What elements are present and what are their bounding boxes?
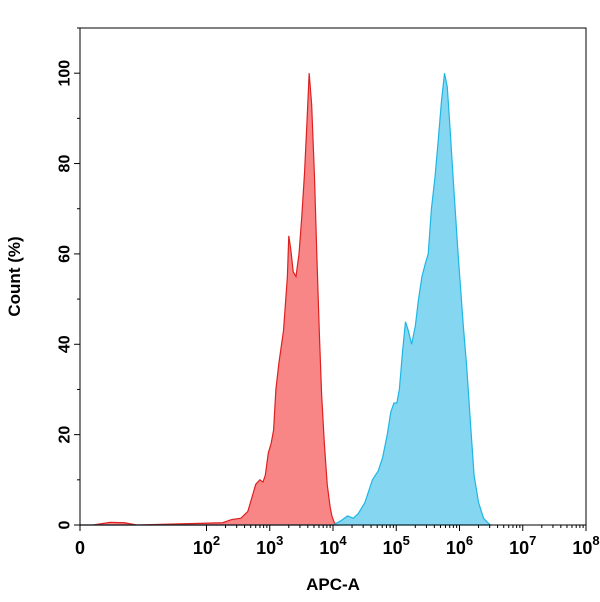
x-tick-label: 108 [572, 533, 599, 558]
y-tick-label: 40 [57, 335, 74, 353]
x-axis-ticks: 0 102 103 104 105 106 107 108 [75, 525, 600, 558]
y-tick-label: 80 [57, 155, 74, 173]
x-tick-label: 103 [256, 533, 283, 558]
series-layer [80, 73, 493, 526]
histogram-series-2 [80, 73, 493, 526]
x-tick-label: 104 [319, 533, 347, 558]
plot-frame [79, 27, 587, 526]
y-axis-ticks: 0 20 40 60 80 100 [57, 27, 80, 529]
histogram-series-1 [80, 73, 341, 526]
x-axis-title: APC-A [306, 575, 360, 594]
y-tick-label: 20 [57, 426, 74, 444]
x-tick-label: 107 [509, 533, 536, 558]
x-tick-label: 106 [446, 533, 473, 558]
y-axis-title: Count (%) [5, 236, 24, 316]
x-tick-label: 105 [383, 533, 410, 558]
y-tick-label: 0 [57, 520, 74, 529]
x-tick-label: 0 [75, 538, 85, 558]
x-tick-label: 102 [193, 533, 220, 558]
y-tick-label: 100 [57, 60, 74, 87]
y-tick-label: 60 [57, 245, 74, 263]
